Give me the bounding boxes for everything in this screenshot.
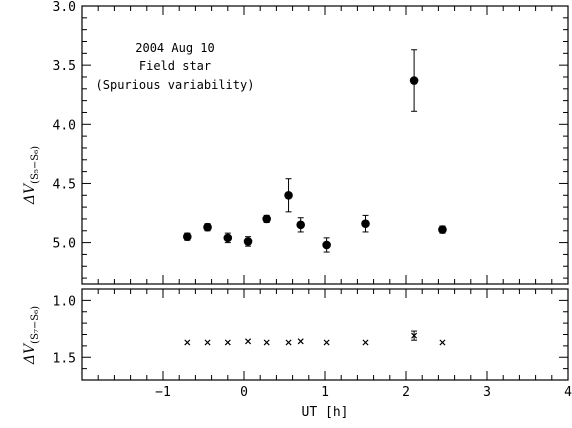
point-marker	[262, 214, 271, 224]
point-marker	[323, 339, 330, 346]
annotation-object: Field star	[139, 59, 211, 73]
y-tick-label: 5.0	[53, 237, 76, 252]
y-tick-label: 1.5	[53, 351, 76, 366]
data-point	[296, 217, 306, 233]
point-marker	[361, 219, 370, 228]
data-point	[285, 339, 292, 346]
data-point	[224, 339, 231, 346]
data-point	[204, 339, 211, 346]
top-axis-ticks	[81, 5, 569, 284]
data-point	[362, 339, 369, 346]
y-tick-label: 4.0	[53, 118, 76, 133]
data-point	[245, 338, 252, 345]
data-point	[262, 214, 271, 224]
data-point	[184, 339, 191, 346]
point-marker	[224, 339, 231, 346]
bottom-y-axis-label-sub: (S₇−S₆)	[30, 306, 41, 344]
point-marker	[439, 339, 446, 346]
bottom-data-points	[184, 330, 446, 346]
point-marker	[204, 339, 211, 346]
data-point	[223, 232, 233, 244]
point-marker	[243, 237, 253, 246]
top-y-axis-label-sub: (S₅−S₆)	[30, 146, 41, 184]
top-y-axis-label: ΔV(S₅−S₆)	[22, 146, 41, 205]
bottom-axis-ticks	[81, 288, 569, 381]
point-marker	[411, 332, 418, 339]
data-point	[284, 178, 293, 213]
top-data-points	[183, 49, 447, 253]
bottom-y-axis-label: ΔV(S₇−S₆)	[22, 306, 41, 365]
data-point	[361, 214, 370, 233]
data-point	[322, 237, 331, 253]
top-y-axis-label-main: ΔV	[22, 182, 38, 205]
top-y-tick-labels: 3.0 3.5 4.0 4.5 5.0	[53, 0, 76, 252]
bottom-x-tick-labels: −1 0 1 2 3 4	[155, 385, 572, 400]
y-tick-label: 1.0	[53, 294, 76, 309]
data-point	[411, 330, 418, 341]
point-marker	[203, 222, 212, 232]
top-panel: 3.0 3.5 4.0 4.5 5.0 2004 Aug 10 Field star (…	[22, 0, 569, 285]
data-point	[297, 338, 304, 345]
data-point	[263, 339, 270, 346]
point-marker	[438, 225, 447, 234]
bottom-y-tick-labels: 1.0 1.5	[53, 294, 76, 366]
data-point	[323, 339, 330, 346]
y-tick-label: 4.5	[53, 177, 76, 192]
point-marker	[296, 220, 306, 230]
data-point	[183, 232, 192, 241]
x-tick-label: 0	[240, 385, 248, 400]
y-tick-label: 3.5	[53, 59, 76, 74]
point-marker	[285, 339, 292, 346]
bottom-panel: 1.0 1.5 −1 0 1 2 3 4 ΔV(S₇−S₆) UT [h]	[22, 288, 572, 420]
point-marker	[263, 339, 270, 346]
data-point	[439, 339, 446, 346]
point-marker	[223, 233, 233, 243]
data-point	[203, 222, 212, 232]
x-tick-label: 3	[483, 385, 491, 400]
x-tick-label: 1	[321, 385, 329, 400]
top-annotation: 2004 Aug 10 Field star (Spurious variabi…	[96, 41, 255, 92]
x-tick-label: 4	[564, 385, 572, 400]
x-axis-label: UT [h]	[302, 405, 349, 420]
point-marker	[409, 76, 419, 85]
annotation-note: (Spurious variability)	[96, 78, 255, 92]
point-marker	[362, 339, 369, 346]
point-marker	[284, 190, 293, 200]
point-marker	[184, 339, 191, 346]
point-marker	[183, 232, 192, 241]
bottom-y-axis-label-main: ΔV	[22, 342, 38, 365]
data-point	[409, 49, 419, 112]
point-marker	[297, 338, 304, 345]
bottom-plot-frame	[81, 288, 569, 381]
data-point	[438, 225, 447, 234]
x-tick-label: 2	[402, 385, 410, 400]
data-point	[243, 236, 253, 247]
point-marker	[322, 240, 331, 250]
point-marker	[245, 338, 252, 345]
annotation-date: 2004 Aug 10	[135, 41, 214, 55]
y-tick-label: 3.0	[53, 0, 76, 15]
x-tick-label: −1	[155, 385, 171, 400]
